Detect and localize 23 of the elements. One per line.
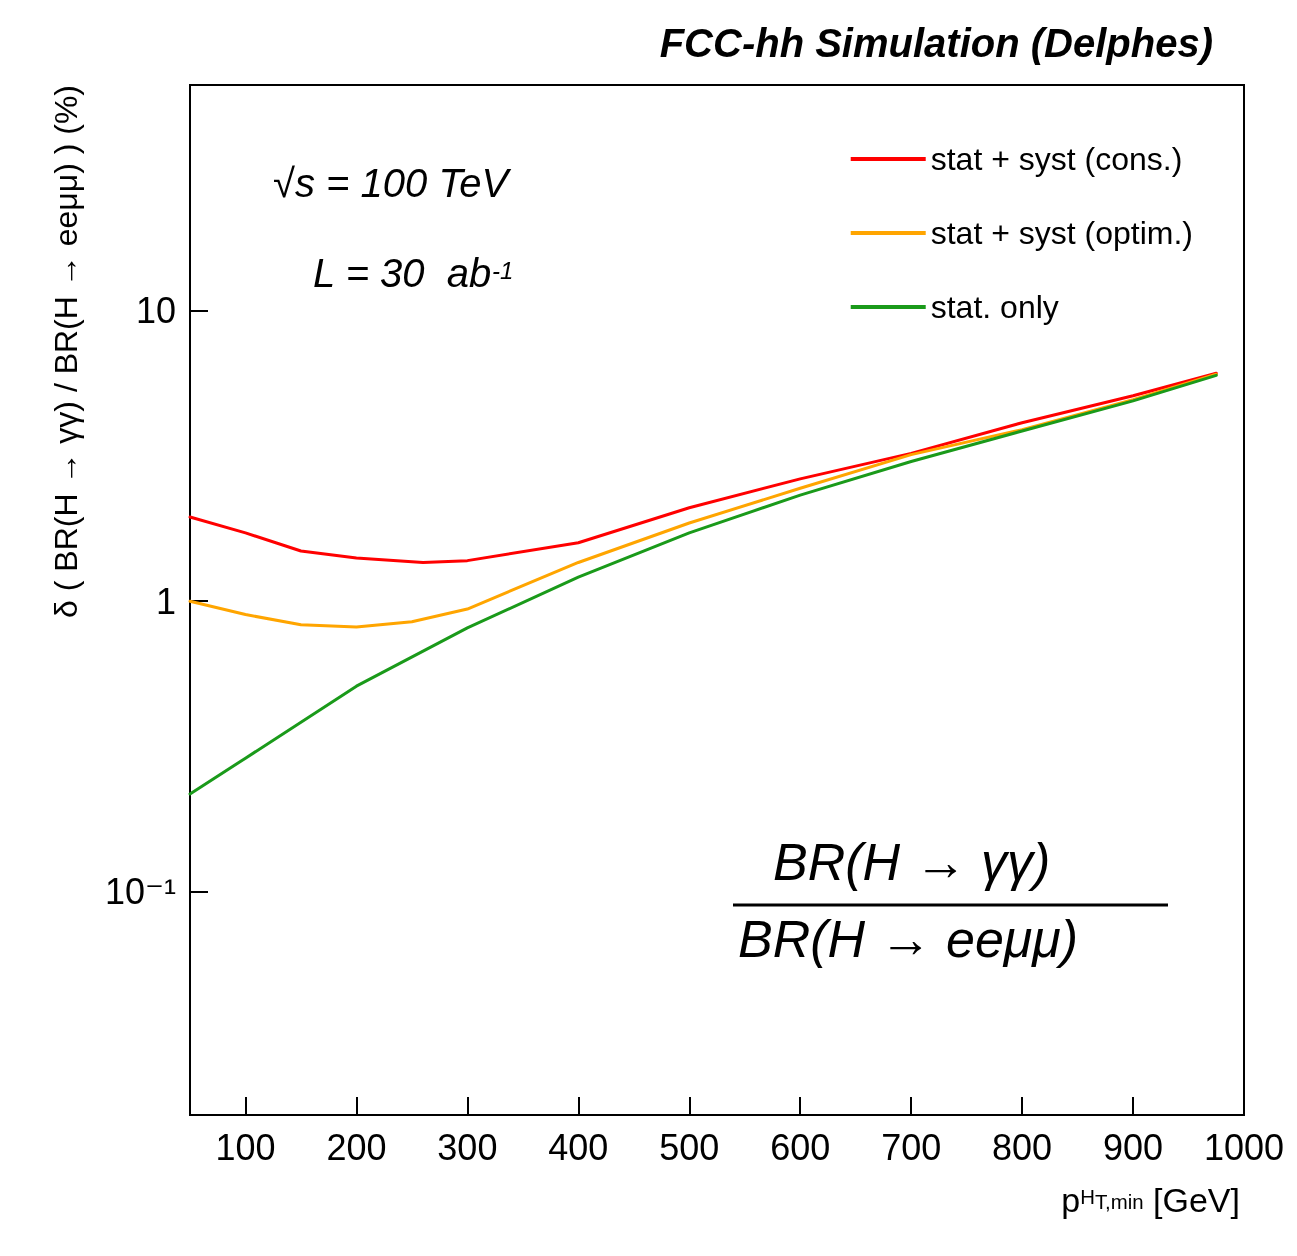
x-tick-label: 700 [881, 1126, 942, 1168]
x-tick-label: 600 [770, 1126, 831, 1168]
line-series [188, 373, 1218, 796]
legend-label: stat + syst (cons.) [930, 141, 1183, 177]
y-axis-title: δ ( BR(H → γγ) / BR(H → eeμμ) ) (%) [48, 85, 84, 618]
x-tick-label: 100 [215, 1126, 276, 1168]
x-tick-label: 1000 [1203, 1126, 1285, 1168]
y-tick-label: 1 [155, 580, 176, 622]
x-tick-label: 200 [326, 1126, 387, 1168]
legend-label: stat. only [930, 289, 1059, 325]
annotation: BR(H → γγ) [773, 833, 1051, 891]
y-tick-label: 10 [135, 290, 176, 332]
x-tick-label: 400 [548, 1126, 609, 1168]
chart-title: FCC-hh Simulation (Delphes) [659, 21, 1214, 65]
x-tick-label: 900 [1103, 1126, 1164, 1168]
annotation: √s = 100 TeV [273, 161, 512, 205]
x-tick-label: 500 [659, 1126, 720, 1168]
annotation: BR(H → eeμμ) [738, 910, 1079, 968]
line-series [188, 371, 1218, 564]
y-tick-label: 10⁻¹ [104, 871, 176, 913]
x-tick-label: 300 [437, 1126, 498, 1168]
legend-label: stat + syst (optim.) [930, 215, 1193, 251]
x-tick-label: 800 [992, 1126, 1053, 1168]
